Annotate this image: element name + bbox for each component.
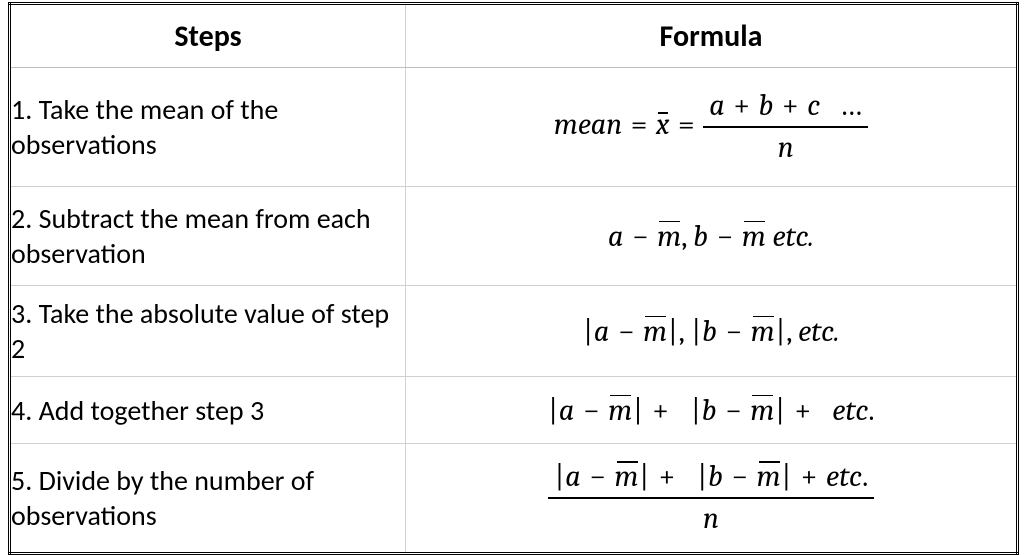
equals-icon: =	[676, 107, 703, 142]
plus-icon: +	[650, 393, 677, 428]
term: a − m	[565, 459, 638, 494]
fraction-denominator: n	[548, 499, 875, 537]
formula-cell-divide: |a − m| + |b − m| + etc. n	[406, 444, 1018, 554]
term: b − m	[702, 314, 775, 349]
etc-text: etc	[826, 459, 862, 494]
fraction: a + b + c … n	[703, 88, 868, 166]
abs-bar-icon: |	[554, 459, 565, 494]
abs-bar-icon: |	[667, 314, 678, 349]
formula-table: Steps Formula 1. Take the mean of the ob…	[8, 2, 1019, 555]
comma: ,	[786, 314, 798, 349]
term: a − m	[559, 393, 632, 428]
fraction-numerator: |a − m| + |b − m| + etc.	[548, 459, 875, 499]
term: b − m	[708, 459, 781, 494]
term: b − m	[693, 219, 766, 254]
comma: ,	[681, 219, 693, 254]
period: .	[862, 459, 868, 494]
term-c: c	[807, 88, 820, 123]
term-b: b	[759, 88, 774, 123]
table-row: 5. Divide by the number of observations …	[10, 444, 1018, 554]
abs-bar-icon: |	[639, 459, 650, 494]
fraction: |a − m| + |b − m| + etc. n	[548, 459, 875, 537]
comma: ,	[679, 314, 691, 349]
etc-text: etc.	[798, 314, 840, 349]
plus-icon: +	[731, 88, 752, 123]
abs-bar-icon: |	[582, 314, 593, 349]
step-text: 3. Take the absolute value of step 2	[10, 286, 406, 377]
period: .	[868, 393, 874, 428]
abs-bar-icon: |	[547, 393, 558, 428]
table-header-row: Steps Formula	[10, 4, 1018, 68]
etc-text: etc	[832, 393, 868, 428]
table-row: 2. Subtract the mean from each observati…	[10, 187, 1018, 286]
abs-bar-icon: |	[632, 393, 643, 428]
abs-bar-icon: |	[690, 393, 701, 428]
x-bar-symbol: x	[656, 107, 669, 142]
plus-icon: +	[792, 393, 819, 428]
formula-mean-word: mean	[554, 107, 622, 142]
step-text: 1. Take the mean of the observations	[10, 68, 406, 187]
equals-icon: =	[629, 107, 656, 142]
plus-icon: +	[657, 459, 684, 494]
table-row: 3. Take the absolute value of step 2 |a …	[10, 286, 1018, 377]
abs-bar-icon: |	[691, 314, 702, 349]
fraction-denominator: n	[703, 128, 868, 166]
header-formula: Formula	[406, 4, 1018, 68]
header-steps: Steps	[10, 4, 406, 68]
step-text: 2. Subtract the mean from each observati…	[10, 187, 406, 286]
term: a − m	[594, 314, 667, 349]
table-row: 4. Add together step 3 |a − m| + |b − m|…	[10, 377, 1018, 444]
fraction-numerator: a + b + c …	[703, 88, 868, 128]
step-text: 4. Add together step 3	[10, 377, 406, 444]
abs-bar-icon: |	[774, 393, 785, 428]
formula-cell-subtract: a − m, b − m etc.	[406, 187, 1018, 286]
term: a − m	[608, 219, 681, 254]
table-row: 1. Take the mean of the observations mea…	[10, 68, 1018, 187]
etc-text: etc.	[772, 219, 814, 254]
formula-cell-mean: mean = x = a + b + c …	[406, 68, 1018, 187]
formula-cell-abs: |a − m|, |b − m|, etc.	[406, 286, 1018, 377]
abs-bar-icon: |	[696, 459, 707, 494]
abs-bar-icon: |	[781, 459, 792, 494]
term: b − m	[702, 393, 775, 428]
ellipsis-icon: …	[840, 88, 863, 123]
term-a: a	[709, 88, 724, 123]
step-text: 5. Divide by the number of observations	[10, 444, 406, 554]
abs-bar-icon: |	[775, 314, 786, 349]
page-root: Steps Formula 1. Take the mean of the ob…	[0, 0, 1024, 545]
plus-icon: +	[799, 459, 826, 494]
plus-icon: +	[780, 88, 801, 123]
formula-cell-sum: |a − m| + |b − m| + etc.	[406, 377, 1018, 444]
